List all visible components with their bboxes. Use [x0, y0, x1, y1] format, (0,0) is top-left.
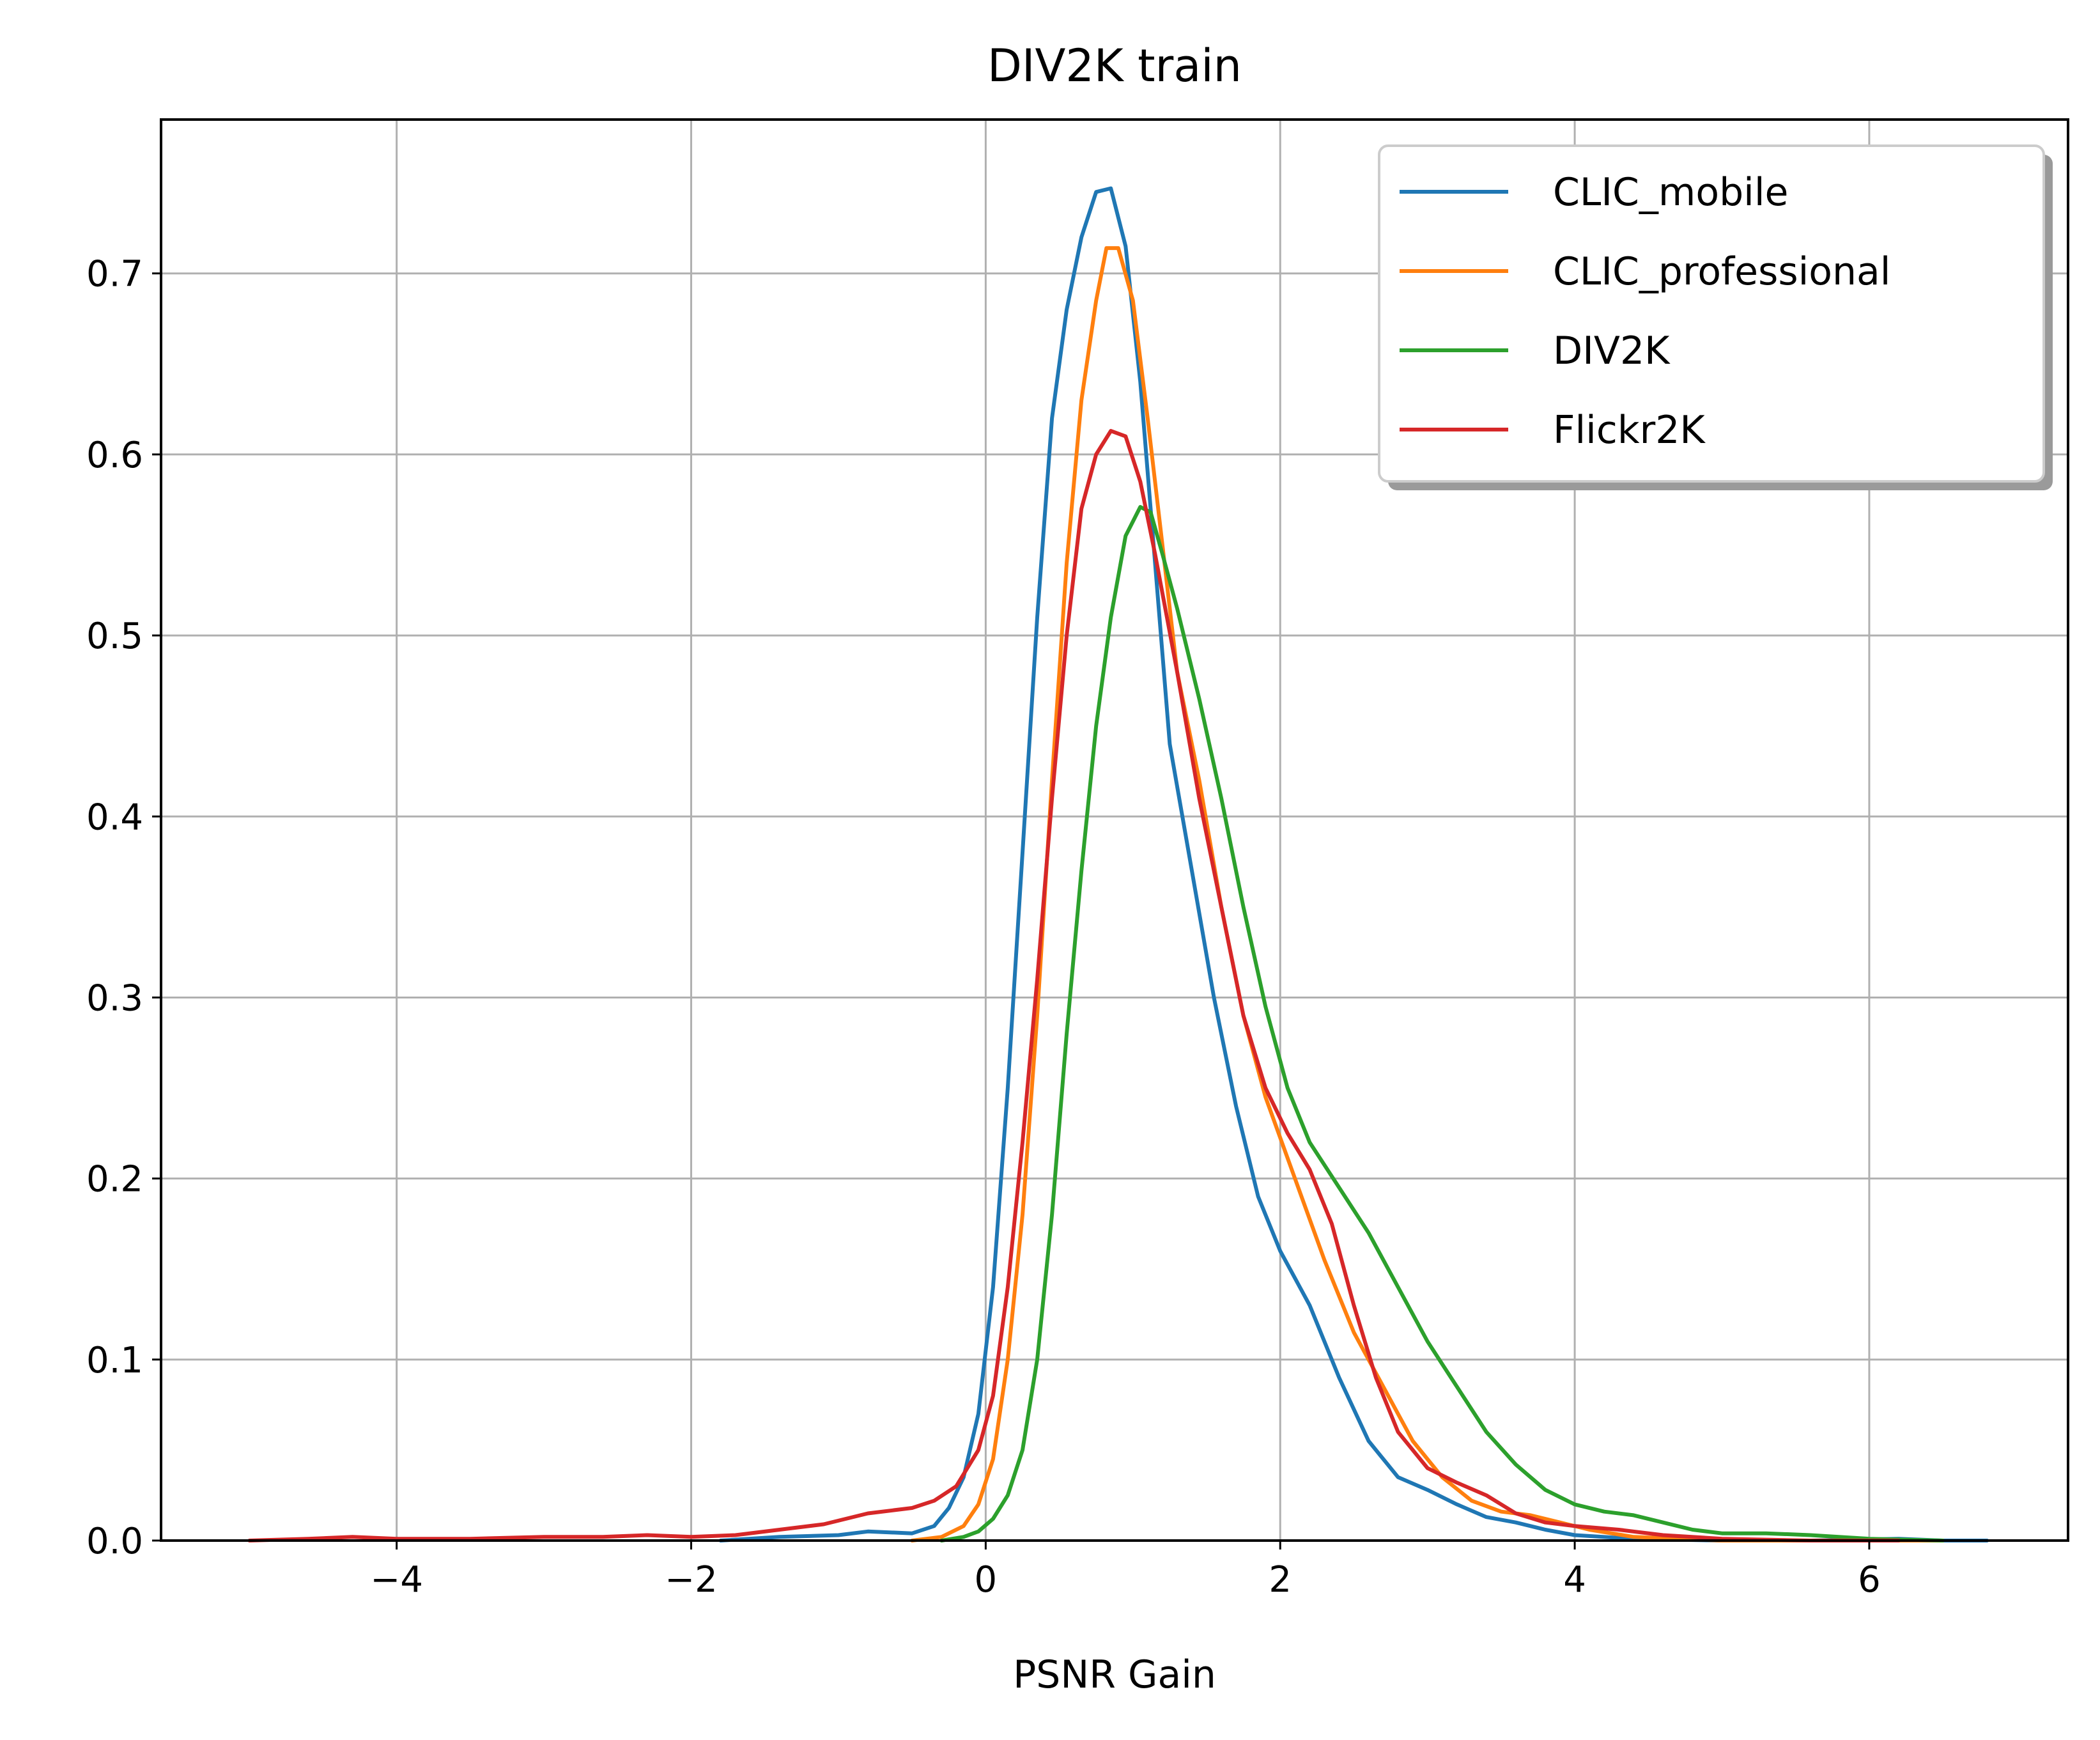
legend-label: CLIC_mobile — [1553, 170, 1788, 215]
series-line-3 — [247, 429, 1901, 1542]
x-tick-label: −4 — [370, 1559, 423, 1601]
series-line-2 — [939, 505, 1945, 1542]
legend-label: CLIC_professional — [1553, 249, 1890, 294]
y-tick-label: 0.7 — [86, 254, 143, 295]
y-tick-label: 0.1 — [86, 1340, 143, 1381]
x-tick-label: 4 — [1563, 1559, 1586, 1601]
plot-frame — [160, 118, 2069, 1542]
x-tick-label: 6 — [1858, 1559, 1881, 1601]
legend-items: CLIC_mobile CLIC_professional DIV2K Flickr2… — [1400, 170, 1890, 453]
x-tick-label: 0 — [975, 1559, 998, 1601]
x-axis-label: PSNR Gain — [1013, 1652, 1216, 1697]
x-tick-label: −2 — [665, 1559, 718, 1601]
y-tick-label: 0.4 — [86, 796, 143, 838]
grid-lines — [161, 120, 2068, 1542]
x-tick-label: 2 — [1269, 1559, 1292, 1601]
y-tick-label: 0.0 — [86, 1521, 143, 1562]
y-axis-ticks: 0.0 0.1 0.2 0.3 0.4 0.5 0.6 0.7 — [86, 254, 161, 1562]
legend-label: DIV2K — [1553, 329, 1671, 373]
y-tick-label: 0.3 — [86, 977, 143, 1019]
x-axis-ticks: −4 −2 0 2 4 6 — [370, 1541, 1881, 1601]
series-line-1 — [910, 246, 1945, 1542]
legend-box — [1378, 144, 2045, 483]
legend-label: Flickr2K — [1553, 408, 1706, 453]
legend: CLIC_mobile CLIC_professional DIV2K Flickr2… — [1378, 144, 2053, 490]
y-tick-label: 0.2 — [86, 1159, 143, 1200]
series-lines — [247, 186, 1989, 1542]
chart-title: DIV2K train — [987, 40, 1242, 92]
y-tick-label: 0.6 — [86, 435, 143, 476]
y-tick-label: 0.5 — [86, 616, 143, 657]
